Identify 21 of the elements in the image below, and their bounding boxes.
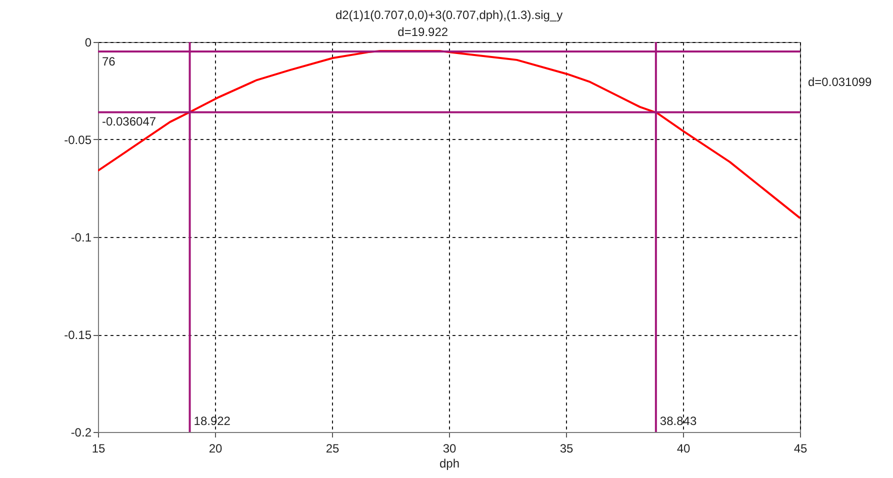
x-tick-label: 45 [794, 442, 808, 456]
text: d=19.922 [398, 25, 448, 39]
y-tick-label: -0.1 [70, 230, 92, 244]
x-tick-label: 40 [676, 442, 690, 456]
line-series [98, 50, 800, 220]
chart-title: d2(1)1(0.707,0,0)+3(0.707,dph),(1.3).sig_y [335, 8, 563, 22]
y-tick-label: -0.05 [64, 133, 92, 147]
ref-line-label: 18.922 [194, 414, 231, 428]
x-axis-title: dph [439, 456, 460, 470]
x-tick-label: 30 [442, 442, 456, 456]
ref-line-label: -0.036047 [102, 114, 156, 128]
y-tick-label: 0 [84, 36, 92, 50]
x-tick-label: 35 [560, 442, 574, 456]
annotation: 76 [102, 54, 116, 69]
ref-line-label: 38.843 [660, 414, 697, 428]
x-tick-label: 25 [326, 442, 340, 456]
x-tick-label: 20 [208, 442, 222, 456]
x-tick-label: 15 [92, 442, 106, 456]
text: d=0.031099 [808, 74, 872, 89]
y-tick-label: -0.15 [64, 328, 92, 342]
y-tick-label: -0.2 [70, 426, 92, 440]
